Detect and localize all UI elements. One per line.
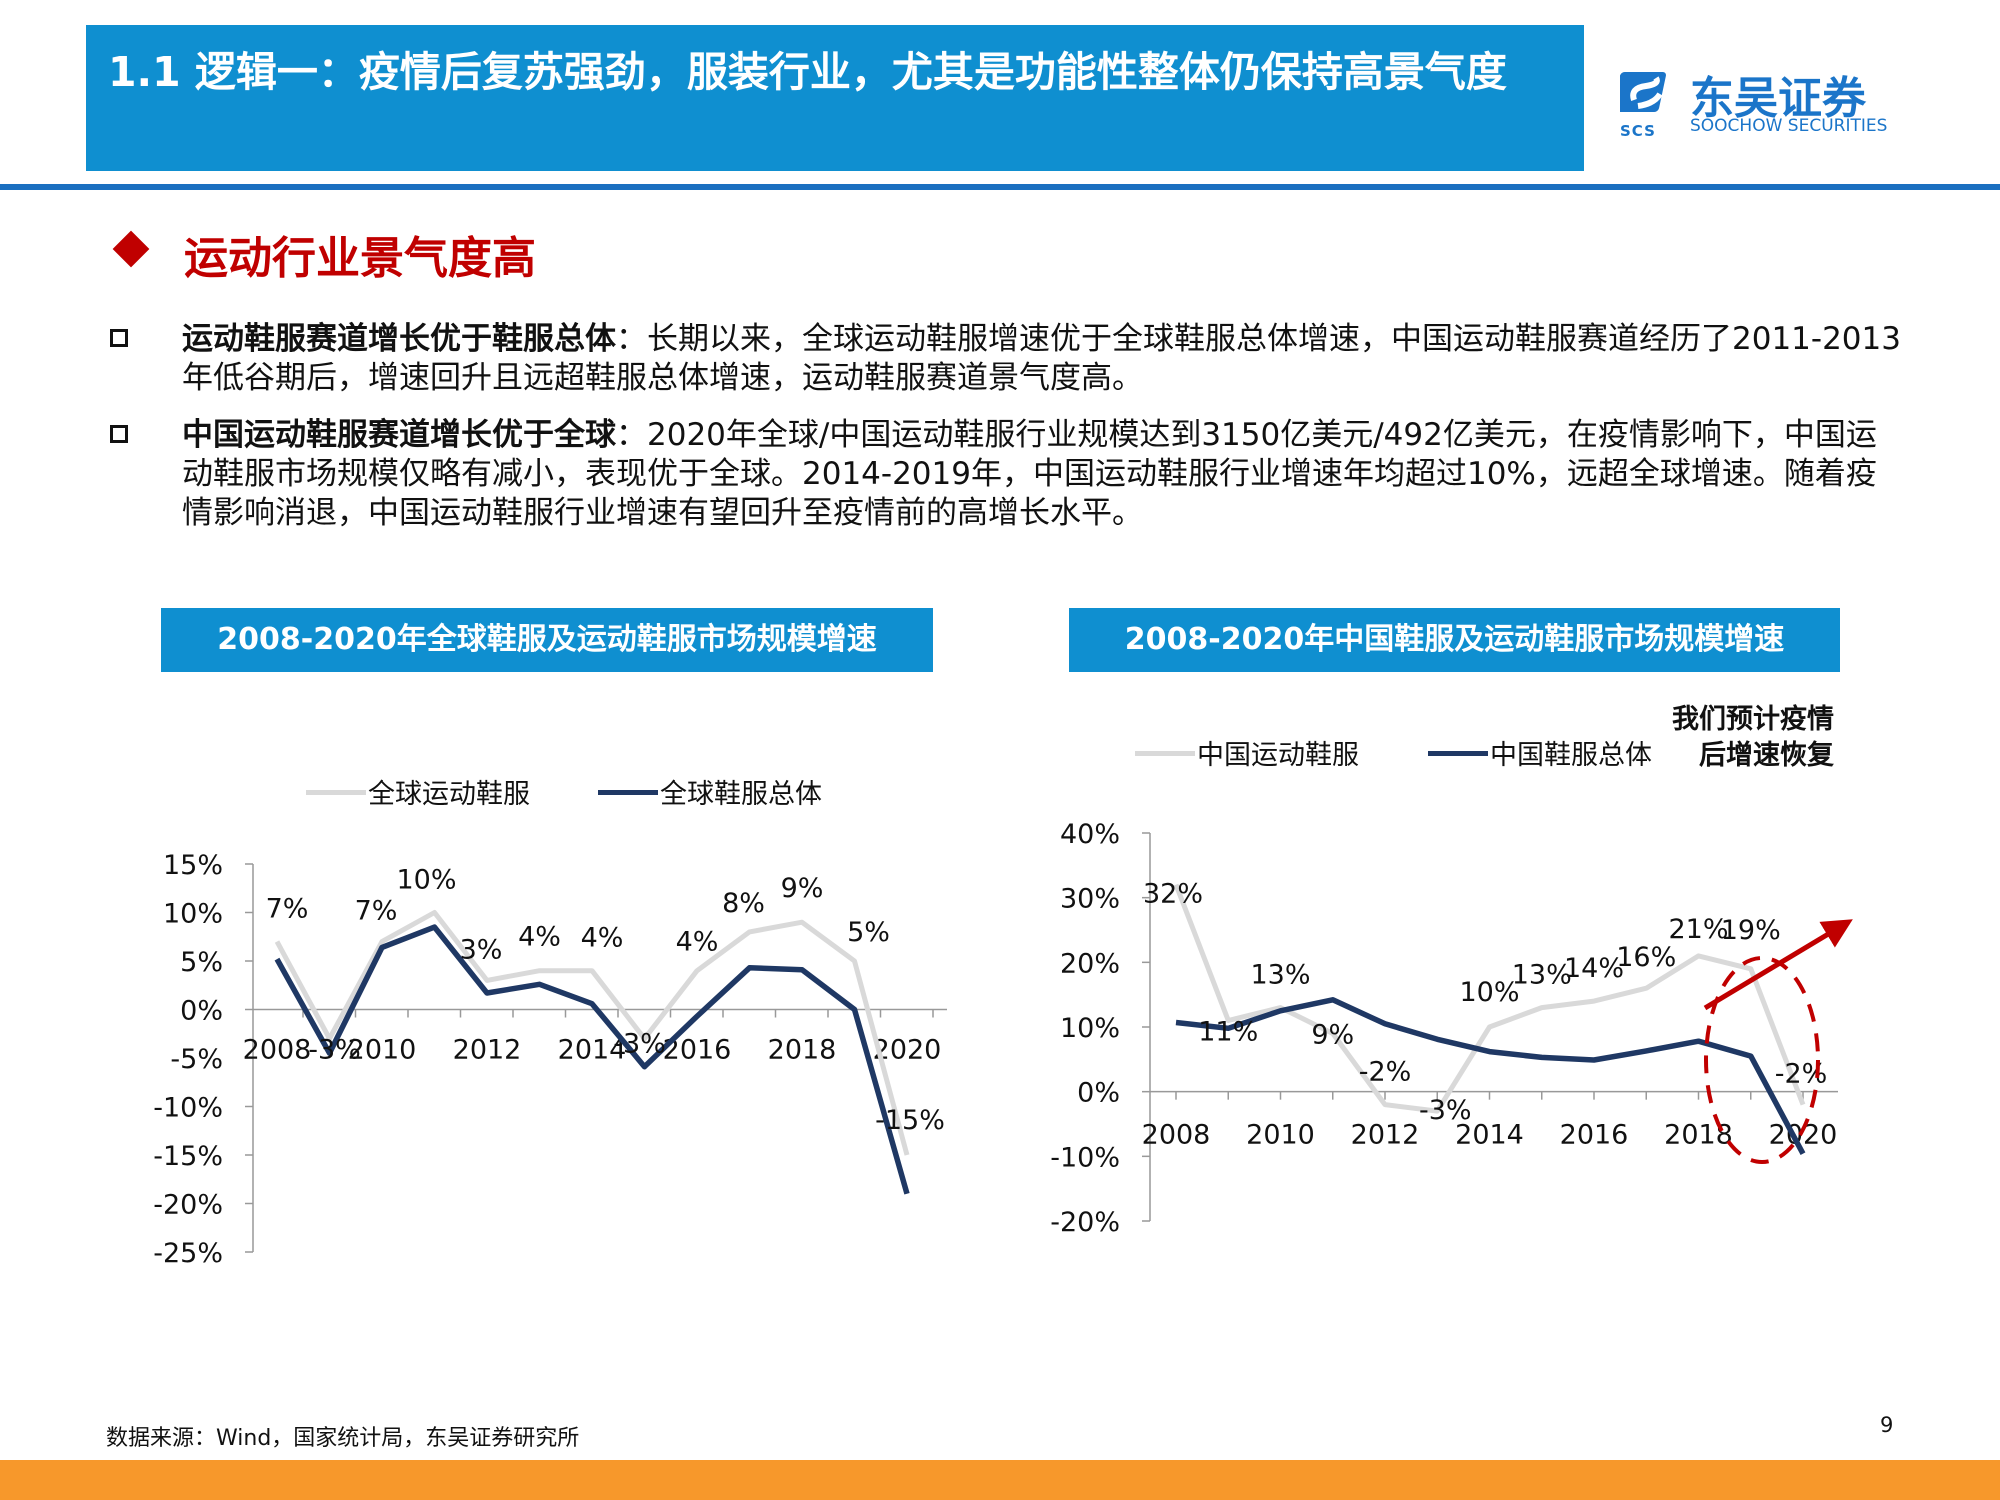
page-number: 9	[1880, 1413, 1894, 1437]
bullet-lead: 中国运动鞋服赛道增长优于全球	[182, 417, 616, 453]
header-banner: 1.1 逻辑一：疫情后复苏强劲，服装行业，尤其是功能性整体仍保持高景气度	[86, 25, 1584, 171]
data-source: 数据来源：Wind，国家统计局，东吴证券研究所	[106, 1426, 580, 1451]
global-data-label: 7%	[266, 894, 309, 925]
china-x-tick-label: 2008	[1142, 1120, 1211, 1151]
global-series-line-2	[274, 924, 910, 1195]
chart-china-growth: 40% 30% 20% 10% 0% -10% -20% 2008 2010 2012 2014 20…	[1050, 819, 1853, 1238]
global-series-line-1	[274, 910, 910, 1156]
global-y-tick-label: -15%	[153, 1141, 223, 1172]
china-x-tick-label: 2010	[1246, 1120, 1315, 1151]
china-data-label: 16%	[1616, 942, 1676, 973]
global-y-tick-label: -25%	[153, 1238, 223, 1269]
chart-title-china: 2008-2020年中国鞋服及运动鞋服市场规模增速	[1069, 608, 1840, 672]
global-x-tick-label: 2008	[243, 1035, 312, 1066]
global-data-label: 8%	[722, 888, 765, 919]
china-y-tick-label: 30%	[1060, 884, 1120, 915]
bullet-lead: 运动鞋服赛道增长优于鞋服总体	[182, 321, 616, 357]
company-logo: SCS 东吴证券 SOOCHOW SECURITIES	[1618, 66, 1898, 140]
china-y-tick-label: 10%	[1060, 1013, 1120, 1044]
global-y-tick-label: 10%	[163, 899, 223, 930]
global-data-label: 3%	[460, 934, 503, 965]
logo-english-name: SOOCHOW SECURITIES	[1690, 116, 1888, 136]
global-y-tick-label: -10%	[153, 1093, 223, 1124]
legend-label: 全球鞋服总体	[660, 779, 822, 810]
global-x-tick-label: 2018	[768, 1035, 837, 1066]
legend-swatch	[306, 790, 366, 795]
china-data-label: -3%	[1419, 1095, 1472, 1126]
scs-logo-icon	[1620, 72, 1666, 112]
footer-bar	[0, 1460, 2000, 1500]
highlight-ellipse	[1704, 956, 1820, 1164]
global-x-tick-label: 2014	[558, 1035, 627, 1066]
china-x-tick-label: 2012	[1351, 1120, 1420, 1151]
global-y-tick-label: -5%	[170, 1044, 223, 1075]
bullet-body: 运动鞋服赛道增长优于鞋服总体：长期以来，全球运动鞋服增速优于全球鞋服总体增速，中…	[182, 320, 1902, 398]
header-divider	[0, 184, 2000, 190]
china-data-label: 10%	[1459, 977, 1519, 1008]
chart-global-growth: 15% 10% 5% 0% -5% -10% -15% -20% -25% 2008 2010 201…	[153, 850, 947, 1269]
forecast-note: 我们预计疫情后增速恢复	[1672, 704, 1834, 771]
global-x-tick-label: 2020	[873, 1035, 942, 1066]
china-data-label: 19%	[1721, 915, 1781, 946]
global-data-label: 4%	[676, 927, 719, 958]
global-data-label: 5%	[847, 917, 890, 948]
global-data-label: 10%	[396, 865, 456, 896]
global-data-label: 4%	[581, 923, 624, 954]
global-data-label: 4%	[518, 922, 561, 953]
china-data-label: 13%	[1250, 960, 1310, 991]
global-y-tick-label: 15%	[163, 850, 223, 881]
bullet-text: ：2020年全球/中国运动鞋服行业规模达到3150亿美元/492亿美元，在疫情影…	[182, 417, 1877, 531]
china-y-tick-label: 20%	[1060, 948, 1120, 979]
china-y-tick-label: 40%	[1060, 819, 1120, 850]
logo-chinese-name: 东吴证券	[1690, 73, 1866, 124]
china-series-line-1	[1173, 883, 1806, 1114]
global-data-label: -3%	[308, 1035, 361, 1066]
bullet-text: ：长期以来，全球运动鞋服增速优于全球鞋服总体增速，中国运动鞋服赛道经历了2011…	[182, 321, 1901, 396]
china-data-label: 13%	[1512, 960, 1572, 991]
global-x-tick-label: 2010	[348, 1035, 417, 1066]
growth-arrow-icon	[1703, 919, 1853, 1011]
global-y-tick-label: 0%	[180, 996, 223, 1027]
china-data-label: -2%	[1359, 1057, 1412, 1088]
china-x-tick-label: 2016	[1560, 1120, 1629, 1151]
legend-swatch	[598, 790, 658, 795]
global-x-tick-label: 2012	[453, 1035, 522, 1066]
logo-abbr: SCS	[1620, 122, 1656, 140]
checkbox-bullet-icon	[110, 425, 128, 443]
red-diamond-icon	[112, 230, 150, 268]
bullet-body: 中国运动鞋服赛道增长优于全球：2020年全球/中国运动鞋服行业规模达到3150亿…	[182, 416, 1902, 533]
china-x-tick-label: 2014	[1455, 1120, 1524, 1151]
section-title: 运动行业景气度高	[184, 233, 536, 284]
china-series-line-2	[1175, 997, 1806, 1155]
china-data-label: 21%	[1668, 914, 1728, 945]
china-y-tick-label: -20%	[1050, 1207, 1120, 1238]
chart-title-global: 2008-2020年全球鞋服及运动鞋服市场规模增速	[161, 608, 933, 672]
china-data-label: 32%	[1143, 879, 1203, 910]
legend-label: 中国运动鞋服	[1197, 740, 1359, 771]
global-y-tick-label: -20%	[153, 1190, 223, 1221]
checkbox-bullet-icon	[110, 329, 128, 347]
legend-swatch	[1135, 751, 1195, 756]
china-y-tick-label: -10%	[1050, 1142, 1120, 1173]
legend-label: 中国鞋服总体	[1490, 740, 1652, 771]
global-data-label: 7%	[355, 896, 398, 927]
page-title: 1.1 逻辑一：疫情后复苏强劲，服装行业，尤其是功能性整体仍保持高景气度	[108, 48, 1507, 96]
global-data-label: -3%	[613, 1029, 666, 1060]
china-x-tick-label: 2020	[1769, 1120, 1838, 1151]
china-data-label: 14%	[1564, 953, 1624, 984]
global-data-label: -15%	[875, 1105, 945, 1136]
legend-label: 全球运动鞋服	[368, 779, 530, 810]
china-data-label: 11%	[1198, 1017, 1258, 1048]
global-y-tick-label: 5%	[180, 947, 223, 978]
china-data-label: 9%	[1311, 1019, 1354, 1050]
legend-swatch	[1428, 751, 1488, 756]
china-x-tick-label: 2018	[1664, 1120, 1733, 1151]
china-y-tick-label: 0%	[1077, 1078, 1120, 1109]
global-data-label: 9%	[781, 873, 824, 904]
